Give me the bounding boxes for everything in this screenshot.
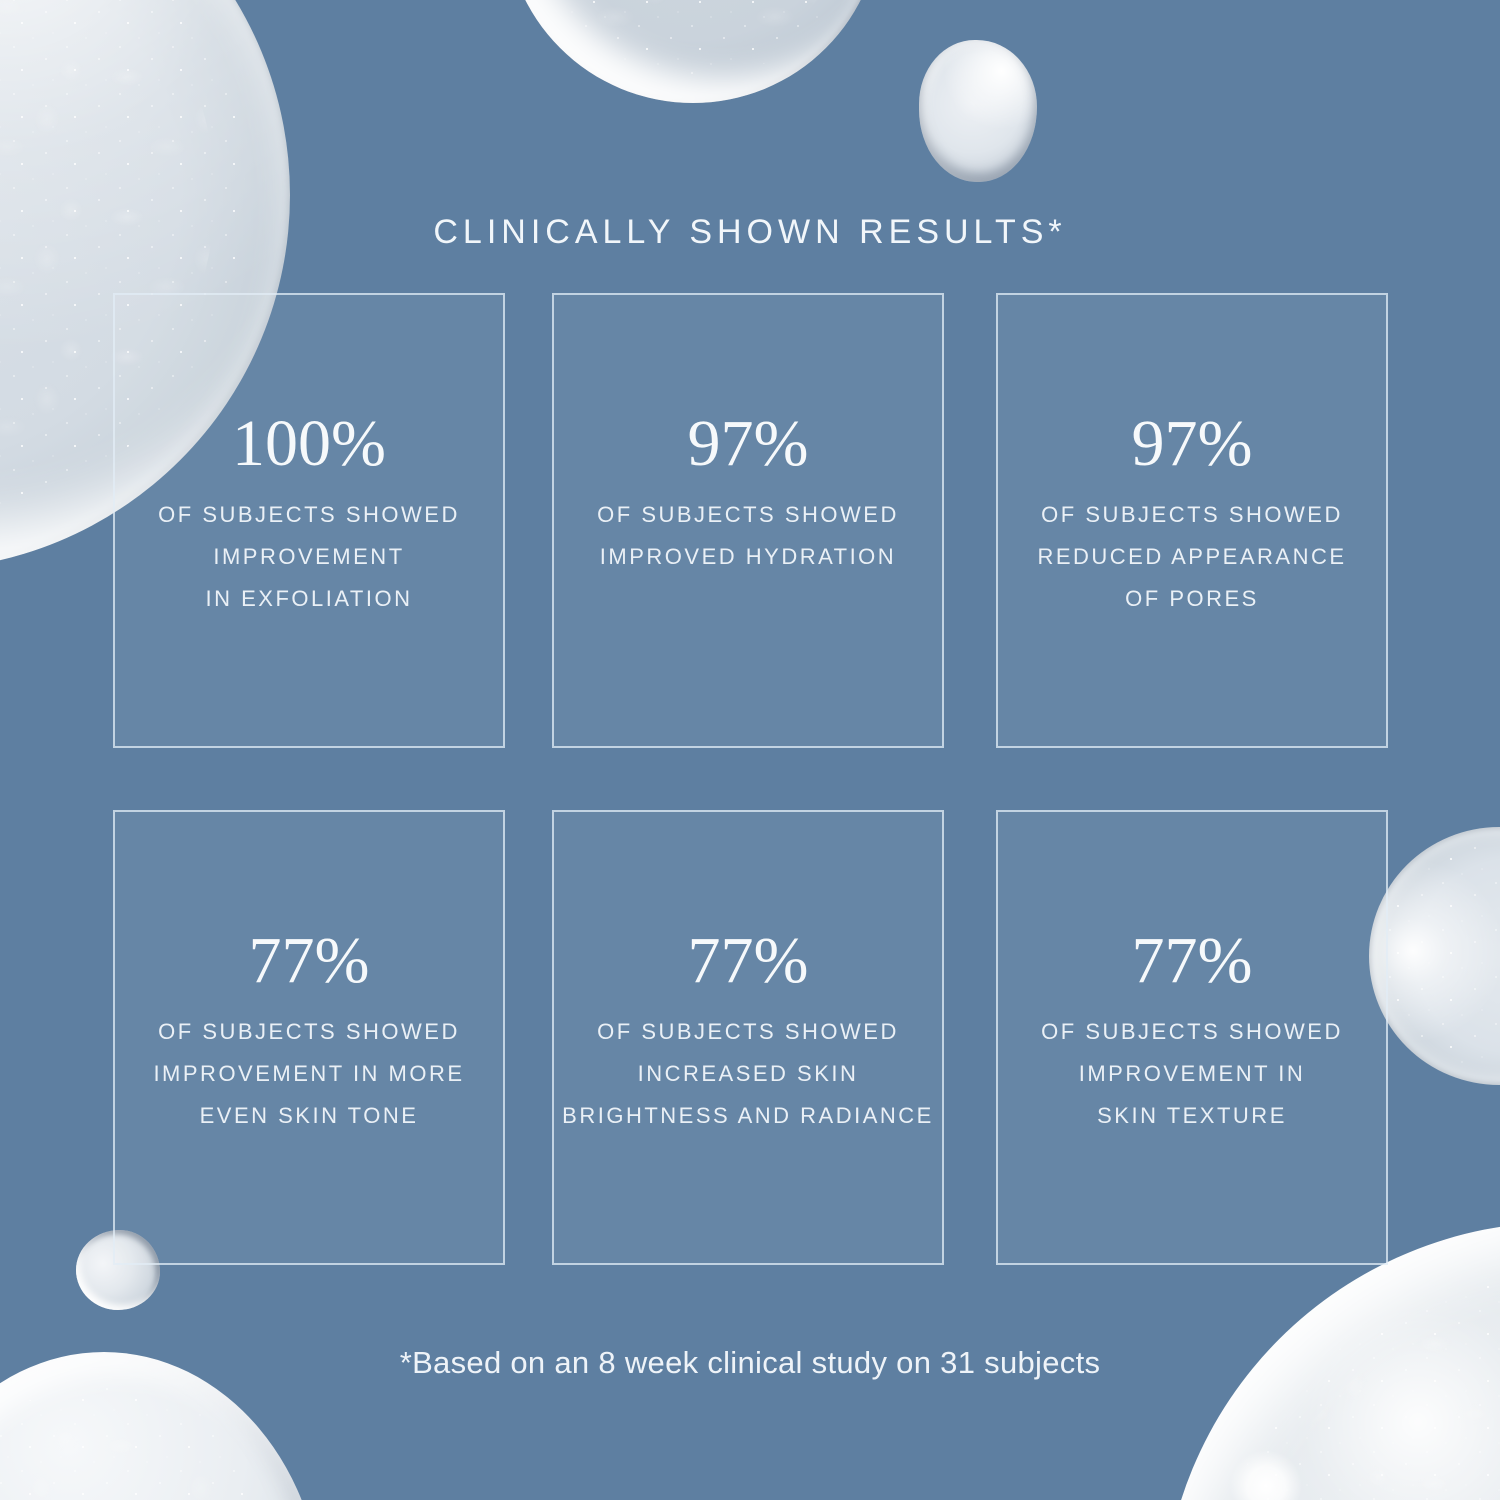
stat-description-line: OF SUBJECTS SHOWED (158, 502, 460, 527)
stat-description-line: EVEN SKIN TONE (199, 1103, 419, 1128)
stat-description: OF SUBJECTS SHOWED INCREASED SKIN BRIGHT… (554, 1011, 942, 1137)
stat-card-pores: 97% OF SUBJECTS SHOWED REDUCED APPEARANC… (996, 293, 1388, 748)
stat-percent: 77% (1131, 924, 1253, 997)
stat-card-exfoliation: 100% OF SUBJECTS SHOWED IMPROVEMENT IN E… (113, 293, 505, 748)
stat-description-line: OF SUBJECTS SHOWED (1041, 1019, 1343, 1044)
stat-description: OF SUBJECTS SHOWED IMPROVEMENT IN SKIN T… (998, 1011, 1386, 1137)
page-title: CLINICALLY SHOWN RESULTS* (433, 213, 1067, 251)
water-droplet-bottom-left-corner-icon (0, 1352, 323, 1500)
stat-description: OF SUBJECTS SHOWED IMPROVEMENT IN MORE E… (115, 1011, 503, 1137)
stat-description: OF SUBJECTS SHOWED IMPROVED HYDRATION (554, 494, 942, 578)
water-droplet-right-middle-icon (1369, 827, 1500, 1085)
water-droplet-bottom-left-small-icon (76, 1230, 160, 1310)
stat-card-brightness: 77% OF SUBJECTS SHOWED INCREASED SKIN BR… (552, 810, 944, 1265)
water-droplet-top-left-icon (0, 0, 290, 570)
stat-description-line: IMPROVED HYDRATION (599, 544, 897, 569)
water-droplet-top-center-icon (505, 0, 881, 103)
stat-description-line: OF SUBJECTS SHOWED (597, 502, 899, 527)
stat-card-skin-tone: 77% OF SUBJECTS SHOWED IMPROVEMENT IN MO… (113, 810, 505, 1265)
stat-percent: 97% (1131, 407, 1253, 480)
stat-card-texture: 77% OF SUBJECTS SHOWED IMPROVEMENT IN SK… (996, 810, 1388, 1265)
stat-card-hydration: 97% OF SUBJECTS SHOWED IMPROVED HYDRATIO… (552, 293, 944, 748)
stat-description-line: INCREASED SKIN (637, 1061, 859, 1086)
stat-description-line: REDUCED APPEARANCE (1037, 544, 1347, 569)
water-droplet-top-right-icon (919, 40, 1037, 182)
stat-description: OF SUBJECTS SHOWED IMPROVEMENT IN EXFOLI… (115, 494, 503, 620)
stat-description-line: IMPROVEMENT IN MORE (153, 1061, 465, 1086)
stat-description-line: OF SUBJECTS SHOWED (158, 1019, 460, 1044)
stat-description-line: SKIN TEXTURE (1097, 1103, 1287, 1128)
stat-percent: 100% (232, 407, 386, 480)
stat-percent: 97% (687, 407, 809, 480)
stat-description: OF SUBJECTS SHOWED REDUCED APPEARANCE OF… (998, 494, 1386, 620)
footnote: *Based on an 8 week clinical study on 31… (399, 1345, 1101, 1380)
stat-description-line: IN EXFOLIATION (205, 586, 413, 611)
stat-description-line: IMPROVEMENT IN (1078, 1061, 1306, 1086)
stat-description-line: OF PORES (1125, 586, 1259, 611)
stat-description-line: OF SUBJECTS SHOWED (597, 1019, 899, 1044)
stat-description-line: OF SUBJECTS SHOWED (1041, 502, 1343, 527)
stat-percent: 77% (248, 924, 370, 997)
stat-percent: 77% (687, 924, 809, 997)
stat-description-line: BRIGHTNESS AND RADIANCE (562, 1103, 934, 1128)
stat-description-line: IMPROVEMENT (213, 544, 405, 569)
